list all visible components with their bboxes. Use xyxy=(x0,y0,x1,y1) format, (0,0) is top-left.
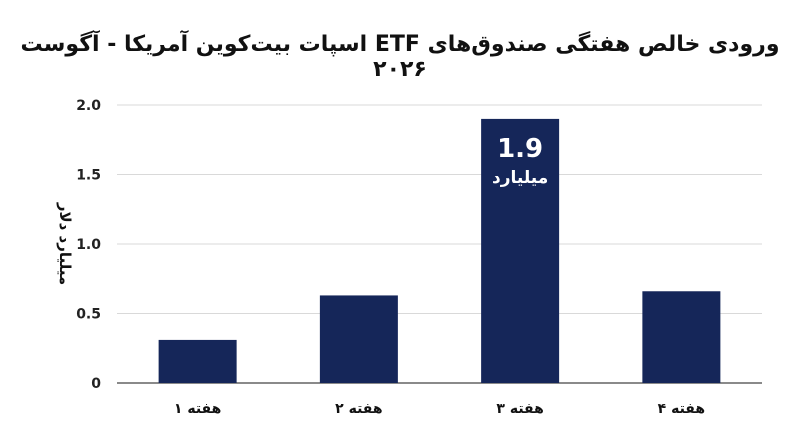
x-tick-label: هفته ۳ xyxy=(496,401,543,417)
x-tick-label: هفته ۱ xyxy=(174,401,221,417)
y-tick-label: 0 xyxy=(91,376,101,392)
y-tick-label: 1.5 xyxy=(76,168,101,184)
y-axis-ticks: 0 0.5 1.0 1.5 2.0 xyxy=(76,98,101,392)
data-label-unit: میلیارد xyxy=(492,168,548,188)
y-axis-label: میلیارد دلار xyxy=(56,202,74,285)
bars xyxy=(158,118,721,384)
bar xyxy=(642,291,721,383)
bar-annotation: 1.9 میلیارد xyxy=(492,134,548,188)
chart-title: ورودی خالص هفتگی صندوق‌های ETF اسپات بیت… xyxy=(20,32,780,82)
bar xyxy=(319,295,398,383)
x-tick-label: هفته ۲ xyxy=(335,401,382,417)
bar xyxy=(158,339,237,383)
bar xyxy=(481,118,560,384)
y-tick-label: 0.5 xyxy=(76,307,101,323)
y-tick-label: 2.0 xyxy=(76,98,101,114)
data-label-value: 1.9 xyxy=(497,134,543,164)
x-tick-label: هفته ۴ xyxy=(658,401,705,417)
y-tick-label: 1.0 xyxy=(76,237,101,253)
x-axis-labels: هفته ۱ هفته ۲ هفته ۳ هفته ۴ xyxy=(174,401,705,417)
